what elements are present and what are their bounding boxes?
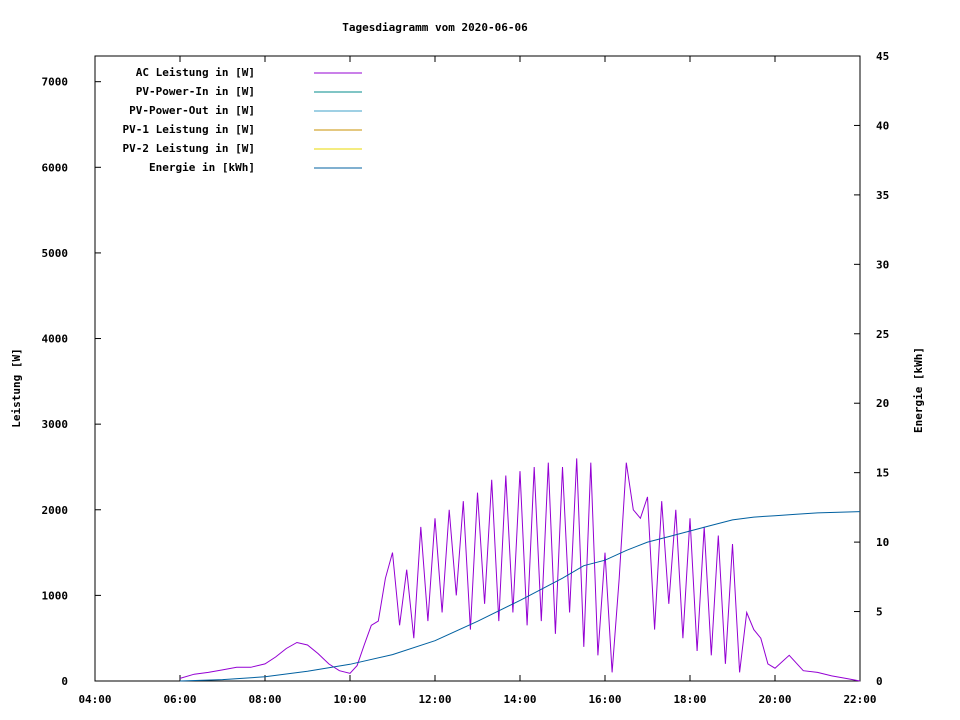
chart-title: Tagesdiagramm vom 2020-06-06 — [342, 21, 528, 34]
x-tick-label: 20:00 — [758, 693, 791, 706]
y-axis-left: 0 1000 2000 3000 4000 5000 6000 7000 — [42, 76, 101, 688]
y-tick-label: 5000 — [42, 247, 69, 260]
x-tick-label: 14:00 — [503, 693, 536, 706]
y2-tick-label: 25 — [876, 328, 889, 341]
series-layer — [179, 458, 861, 682]
y2-tick-label: 0 — [876, 675, 883, 688]
y2-tick-label: 45 — [876, 50, 889, 63]
x-tick-label: 06:00 — [163, 693, 196, 706]
y2-axis-label: Energie [kWh] — [912, 347, 925, 433]
legend-label: PV-1 Leistung in [W] — [123, 123, 255, 136]
y-axis-label: Leistung [W] — [10, 348, 23, 427]
legend: AC Leistung in [W] PV-Power-In in [W] PV-P… — [123, 66, 362, 174]
legend-label: AC Leistung in [W] — [136, 66, 255, 79]
y2-tick-label: 30 — [876, 258, 889, 271]
y-tick-label: 7000 — [42, 76, 69, 89]
y-tick-label: 4000 — [42, 333, 69, 346]
y-tick-label: 1000 — [42, 589, 69, 602]
y2-tick-label: 5 — [876, 606, 883, 619]
y2-tick-label: 15 — [876, 467, 889, 480]
x-tick-label: 16:00 — [588, 693, 621, 706]
x-axis: 04:00 06:00 08:00 10:00 12:00 14:00 16:00 18:00… — [78, 56, 877, 706]
y2-tick-label: 40 — [876, 119, 889, 132]
y-tick-label: 6000 — [42, 161, 69, 174]
series-line-energie-in-kwh — [179, 511, 861, 682]
legend-label: PV-2 Leistung in [W] — [123, 142, 255, 155]
x-tick-label: 22:00 — [843, 693, 876, 706]
series-line-ac-leistung-in-w — [179, 458, 861, 682]
y2-tick-label: 20 — [876, 397, 889, 410]
x-tick-label: 08:00 — [248, 693, 281, 706]
x-tick-label: 04:00 — [78, 693, 111, 706]
y-tick-label: 3000 — [42, 418, 69, 431]
y-tick-label: 2000 — [42, 504, 69, 517]
plot-frame — [94, 55, 861, 682]
x-tick-label: 18:00 — [673, 693, 706, 706]
y-tick-label: 0 — [61, 675, 68, 688]
y-axis-right: 0 5 10 15 20 25 30 35 40 45 — [854, 50, 889, 688]
y2-tick-label: 35 — [876, 189, 889, 202]
y2-tick-label: 10 — [876, 536, 889, 549]
x-tick-label: 12:00 — [418, 693, 451, 706]
legend-label: Energie in [kWh] — [149, 161, 255, 174]
legend-label: PV-Power-In in [W] — [136, 85, 255, 98]
legend-label: PV-Power-Out in [W] — [129, 104, 255, 117]
x-tick-label: 10:00 — [333, 693, 366, 706]
